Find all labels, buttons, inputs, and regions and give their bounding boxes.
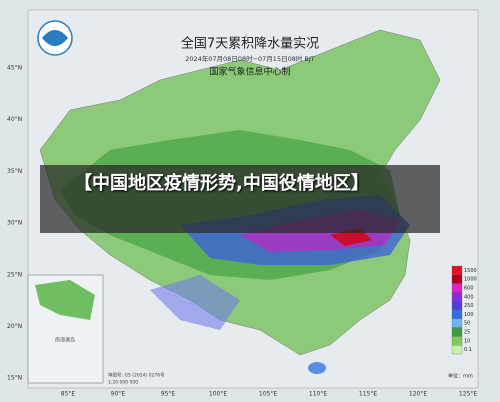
inset-label: 南海诸岛 [55, 337, 75, 344]
longitude-label: 105°E [259, 391, 277, 398]
inset-land [35, 280, 95, 320]
longitude-label: 95°E [161, 391, 176, 398]
legend-label: 50 [464, 321, 470, 327]
longitude-label: 120°E [409, 391, 427, 398]
approval: 审图号: GS (2024) 0276号 [108, 372, 165, 379]
latitude-label: 40°N [7, 116, 22, 123]
legend-label: 100 [464, 312, 474, 318]
legend-swatch [451, 345, 463, 355]
legend-swatch [451, 318, 463, 328]
latitude-label: 30°N [7, 220, 22, 227]
legend-label: 0.1 [464, 347, 472, 353]
longitude-label: 115°E [359, 391, 377, 398]
legend-swatch [451, 301, 463, 311]
producer: 国家气象信息中心制 [209, 66, 290, 78]
latitude-label: 25°N [7, 271, 22, 278]
latitude-label: 20°N [7, 323, 22, 330]
longitude-label: 85°E [61, 391, 76, 398]
rain-zone [150, 275, 240, 330]
title: 全国7天累积降水量实况 [181, 36, 319, 52]
legend-label: 25 [464, 330, 470, 336]
headline: 【中国地区疫情形势,中国役情地区】 [74, 173, 369, 194]
legend-label: 1000 [464, 277, 477, 283]
legend-unit: 单位：mm [448, 373, 473, 380]
longitude-label: 90°E [111, 391, 126, 398]
legend-label: 400 [464, 294, 474, 300]
legend-label: 600 [464, 286, 474, 292]
hainan [308, 362, 326, 374]
longitude-label: 125°E [459, 391, 477, 398]
legend-swatch [451, 274, 463, 284]
legend-label: 10 [464, 338, 470, 344]
logo-mark [42, 30, 68, 46]
legend-swatch [451, 265, 463, 275]
labels: 45°N 40°N 35°N 30°N 25°N 20°N 15°N 85°E 90°E 95°E… [7, 65, 477, 398]
longitude-label: 110°E [309, 391, 327, 398]
latitude-label: 15°N [7, 375, 22, 382]
overlay-band [40, 165, 440, 233]
latitude-label: 45°N [7, 65, 22, 72]
legend-swatch [451, 292, 463, 302]
legend-label: 1500 [464, 268, 477, 274]
legend-swatch [451, 336, 463, 346]
period: 2024年07月08日08时−07月15日08时 BJT [185, 54, 315, 63]
legend-swatch [451, 283, 463, 293]
scale: 1:20 000 000 [108, 380, 138, 386]
legend-swatch [451, 327, 463, 337]
longitude-label: 100°E [209, 391, 227, 398]
latitude-label: 35°N [7, 168, 22, 175]
legend-label: 250 [464, 303, 474, 309]
legend-swatch [451, 309, 463, 319]
